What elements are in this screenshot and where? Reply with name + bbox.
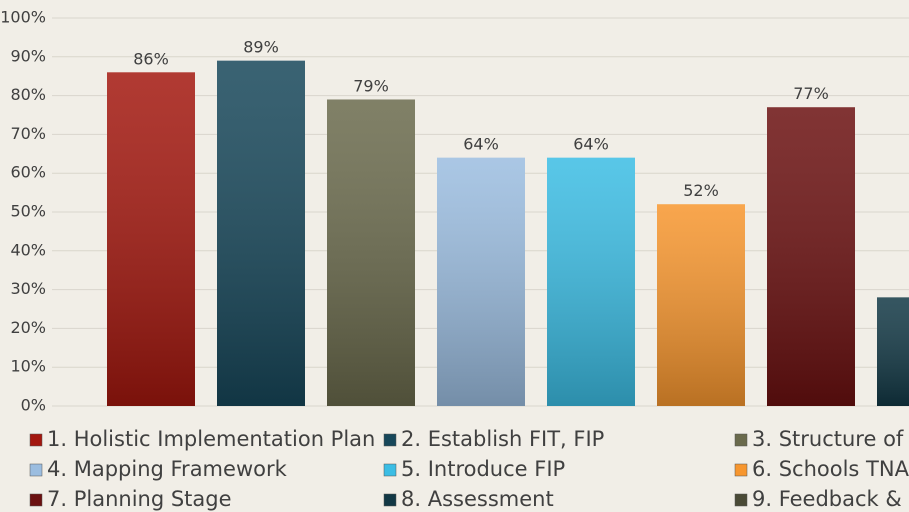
bar-shade — [547, 157, 635, 406]
legend-swatch — [734, 493, 748, 507]
legend-swatch — [383, 463, 397, 477]
y-tick-label: 20% — [10, 318, 46, 337]
legend-swatch — [383, 433, 397, 447]
value-label: 79% — [353, 76, 389, 95]
legend-swatch — [734, 463, 748, 477]
value-label: 64% — [463, 135, 499, 154]
value-label: 64% — [573, 135, 609, 154]
y-tick-label: 60% — [10, 163, 46, 182]
bar-shade — [437, 157, 525, 406]
legend-label: 5. Introduce FIP — [401, 457, 565, 481]
y-tick-label: 40% — [10, 240, 46, 259]
value-label: 77% — [793, 84, 829, 103]
legend-label: 3. Structure of — [752, 427, 904, 451]
y-tick-label: 30% — [10, 279, 46, 298]
legend-label: 1. Holistic Implementation Plan — [47, 427, 375, 451]
value-label: 89% — [243, 38, 279, 57]
legend-label: 2. Establish FIT, FIP — [401, 427, 604, 451]
bar-shade — [107, 72, 195, 406]
legend-swatch — [29, 493, 43, 507]
bar-shade — [877, 297, 909, 406]
legend-swatch — [29, 433, 43, 447]
bar-shade — [767, 107, 855, 407]
y-tick-label: 50% — [10, 202, 46, 221]
legend-swatch — [734, 433, 748, 447]
y-tick-label: 80% — [10, 85, 46, 104]
legend-label: 9. Feedback & — [752, 487, 902, 511]
bar-shade — [657, 204, 745, 406]
legend-label: 6. Schools TNA — [752, 457, 909, 481]
bar-shade — [327, 99, 415, 406]
legend-label: 8. Assessment — [401, 487, 554, 511]
y-tick-label: 0% — [21, 396, 46, 415]
y-tick-label: 10% — [10, 357, 46, 376]
value-label: 52% — [683, 181, 719, 200]
legend-swatch — [29, 463, 43, 477]
value-label: 86% — [133, 49, 169, 68]
bar-shade — [217, 60, 305, 407]
y-tick-label: 70% — [10, 124, 46, 143]
y-tick-label: 90% — [10, 46, 46, 65]
legend-label: 4. Mapping Framework — [47, 457, 288, 481]
legend-label: 7. Planning Stage — [47, 487, 232, 511]
y-tick-label: 100% — [0, 8, 46, 27]
legend-swatch — [383, 493, 397, 507]
